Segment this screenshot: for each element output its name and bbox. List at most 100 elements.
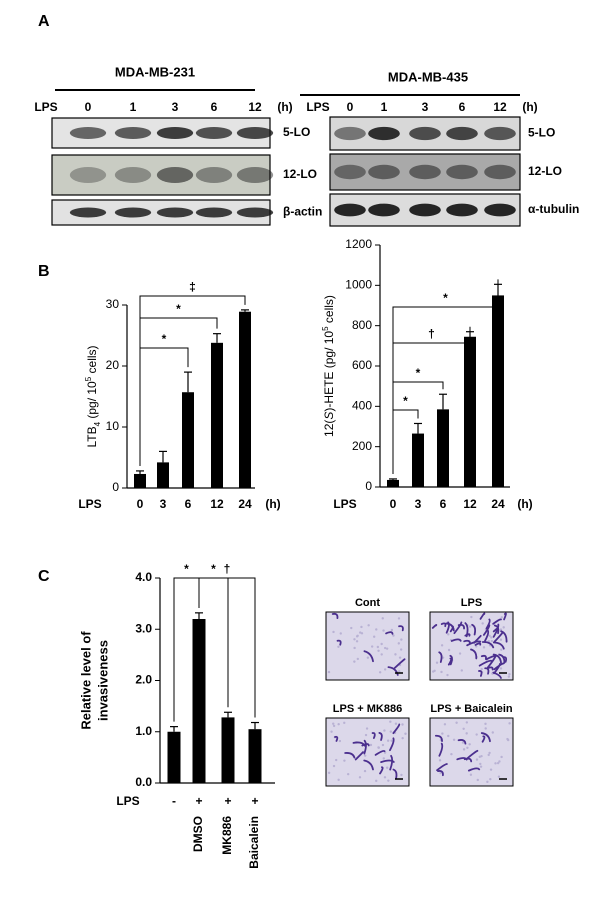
pore	[490, 636, 493, 639]
pore	[332, 764, 336, 768]
cell	[481, 641, 495, 649]
y-tick-label: 0.0	[135, 775, 152, 789]
cell	[492, 618, 502, 625]
pore	[468, 743, 471, 746]
blot-band	[334, 164, 366, 180]
pore	[327, 670, 331, 674]
pore	[375, 628, 378, 631]
y-tick-label: 20	[106, 358, 120, 372]
pore	[338, 739, 342, 743]
pore	[380, 653, 383, 656]
pore	[381, 617, 384, 620]
treatment-sign: +	[251, 794, 258, 808]
pore	[488, 634, 491, 637]
y-axis-label-part: cells)	[322, 295, 336, 326]
x-unit: (h)	[517, 497, 532, 511]
y-tick-label: 30	[106, 297, 120, 311]
cell	[434, 734, 443, 743]
cell	[378, 732, 383, 741]
cell	[438, 651, 443, 663]
cell	[480, 732, 491, 743]
pore	[367, 624, 370, 627]
pore	[496, 761, 500, 765]
pore	[487, 753, 490, 757]
cell	[389, 737, 395, 752]
cell	[334, 735, 339, 742]
pore	[500, 648, 503, 651]
pore	[394, 722, 398, 725]
pore	[383, 776, 387, 779]
x-tick-label: 24	[491, 497, 505, 511]
pore	[372, 635, 376, 638]
pore	[382, 757, 385, 760]
blot-band	[156, 207, 194, 218]
y-axis-label-part: S	[322, 412, 336, 420]
pore	[484, 722, 487, 726]
pore	[494, 762, 497, 765]
bar	[492, 295, 504, 487]
x-tick-label: 6	[185, 497, 192, 511]
y-tick-label: 1000	[345, 278, 372, 292]
pore	[389, 720, 392, 723]
pore	[469, 773, 473, 776]
bar	[157, 462, 169, 488]
blot-band	[236, 127, 274, 139]
pore	[356, 657, 360, 661]
pore	[332, 724, 336, 728]
pore	[507, 675, 511, 678]
pore	[446, 673, 449, 677]
cell	[344, 752, 356, 759]
pore	[500, 755, 503, 759]
pore	[377, 649, 380, 653]
cell	[464, 622, 469, 638]
pore	[369, 743, 373, 747]
x-tick-label: 0	[137, 497, 144, 511]
cell	[398, 625, 404, 632]
bar	[239, 311, 251, 488]
bar	[464, 336, 476, 487]
cell	[493, 663, 501, 675]
blot-band	[114, 167, 152, 183]
bar	[412, 433, 424, 487]
cell	[336, 639, 342, 646]
lane-label: 0	[85, 100, 92, 114]
bar	[221, 717, 235, 783]
blot-band	[484, 164, 516, 180]
pore	[480, 667, 483, 671]
blot-band	[156, 167, 194, 183]
significance-bracket	[139, 295, 246, 466]
cell	[503, 612, 507, 621]
blot-band	[69, 127, 107, 139]
panel-label: A	[38, 13, 50, 30]
pore	[383, 729, 386, 732]
y-axis-label-part: (pg/ 10	[85, 381, 99, 422]
cell	[457, 739, 467, 745]
lane-label: 3	[172, 100, 179, 114]
pore	[343, 759, 346, 762]
cell	[393, 658, 406, 669]
x-tick-label: 12	[463, 497, 477, 511]
protein-label: 5-LO	[528, 126, 555, 140]
blot-band	[484, 126, 516, 141]
pore	[370, 645, 374, 648]
x-tick-label: DMSO	[191, 816, 205, 852]
pore	[381, 743, 385, 747]
y-axis-label-part: 5	[321, 326, 330, 331]
pore	[378, 671, 382, 674]
cell	[484, 629, 490, 642]
pore	[346, 772, 350, 776]
pore	[385, 766, 389, 769]
blot-band	[236, 167, 274, 183]
cell	[445, 621, 450, 634]
blot-band	[446, 203, 478, 217]
x-tick-label: Baicalein	[247, 816, 261, 869]
y-tick-label: 2.0	[135, 673, 152, 687]
blot-title: MDA-MB-231	[115, 64, 195, 79]
x-tick-label: MK886	[220, 816, 234, 855]
blot-band	[446, 164, 478, 180]
y-axis-label-part: cells)	[85, 345, 99, 376]
protein-label: 12-LO	[283, 167, 317, 181]
x-tick-label: 3	[415, 497, 422, 511]
y-axis-label: 12(S)-HETE (pg/ 105 cells)	[321, 295, 337, 437]
